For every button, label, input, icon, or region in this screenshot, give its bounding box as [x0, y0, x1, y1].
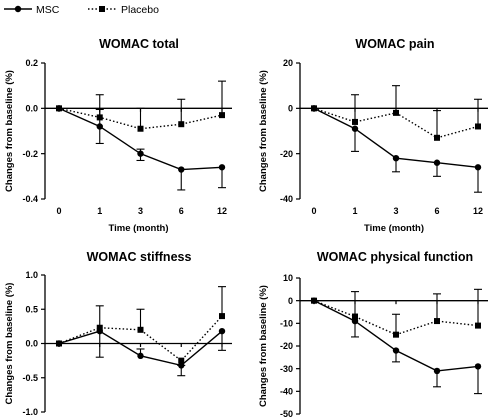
data-point	[392, 347, 400, 354]
data-point	[475, 123, 481, 130]
x-tick-label: 6	[434, 206, 439, 216]
x-tick-label: 6	[179, 206, 184, 216]
y-tick-label: -50	[280, 409, 293, 417]
data-point	[96, 114, 103, 121]
x-tick-label: 0	[56, 206, 61, 216]
y-tick-label: 0.2	[25, 58, 38, 68]
data-point	[137, 352, 144, 360]
y-tick-label: 10	[283, 273, 293, 283]
y-tick-label: -20	[280, 341, 293, 351]
x-tick-label: 12	[217, 206, 227, 216]
legend-item-placebo: Placebo	[88, 4, 159, 16]
x-tick-label: 12	[473, 206, 483, 216]
x-tick-label: 1	[97, 206, 102, 216]
y-tick-label: -30	[280, 364, 293, 374]
data-point	[434, 318, 440, 325]
data-point	[178, 166, 185, 173]
y-tick-label: -40	[280, 194, 293, 204]
data-point	[178, 121, 185, 128]
data-point	[434, 134, 440, 141]
data-point	[178, 357, 185, 364]
chart-title: WOMAC pain	[355, 37, 434, 51]
chart-title: WOMAC stiffness	[87, 250, 192, 264]
series-placebo	[56, 80, 226, 132]
y-tick-label: 0	[288, 104, 293, 114]
data-point	[392, 155, 400, 162]
legend-msc-label: MSC	[36, 4, 60, 16]
y-tick-label: -1.0	[22, 407, 38, 417]
data-point	[433, 159, 441, 166]
data-point	[393, 109, 399, 116]
data-point	[351, 125, 359, 132]
y-tick-label: 0.5	[25, 304, 38, 314]
data-point	[218, 164, 226, 171]
data-point	[219, 313, 225, 320]
x-tick-label: 1	[352, 206, 357, 216]
y-tick-label: -40	[280, 387, 293, 397]
series-msc	[310, 297, 482, 395]
data-point	[474, 363, 482, 370]
data-point	[433, 367, 441, 375]
y-tick-label: 1.0	[25, 270, 38, 280]
data-point	[96, 123, 103, 130]
series-placebo	[311, 85, 482, 141]
legend: MSC Placebo	[4, 4, 159, 16]
y-tick-label: 0.0	[25, 104, 38, 114]
series-placebo	[56, 286, 226, 366]
y-tick-label: -0.2	[22, 149, 38, 159]
data-point	[218, 327, 226, 335]
chart-panel-1: WOMAC total 0.2 0.0 -0.2 -0.4 0 1 3 6 12 Time (mon…	[4, 37, 232, 234]
y-axis-label: Changes from baseline (%)	[4, 283, 15, 405]
data-point	[393, 331, 399, 338]
data-point	[475, 322, 481, 329]
y-axis-label: Changes from baseline (%)	[258, 285, 269, 407]
chart-panel-4: WOMAC physical function 10 0 -10 -20 -30 -40 -5…	[258, 250, 488, 417]
series-line	[58, 330, 223, 367]
x-tick-label: 0	[311, 206, 316, 216]
legend-placebo-label: Placebo	[121, 4, 159, 16]
chart-panel-3: WOMAC stiffness 1.0 0.5 0.0 -0.5 -1.0 Changes …	[4, 250, 232, 417]
x-axis-label: Time (month)	[109, 223, 169, 234]
panels: WOMAC total 0.2 0.0 -0.2 -0.4 0 1 3 6 12 Time (mon…	[4, 37, 488, 417]
y-axis-label: Changes from baseline (%)	[4, 70, 15, 192]
y-tick-label: -10	[280, 319, 293, 329]
y-tick-label: 0	[288, 296, 293, 306]
series-msc	[55, 327, 226, 377]
data-point	[137, 125, 144, 132]
legend-msc-marker	[14, 5, 22, 13]
series-placebo	[311, 288, 482, 338]
y-axis-label: Changes from baseline (%)	[258, 70, 269, 192]
x-axis-label: Time (month)	[364, 223, 424, 234]
y-tick-label: 20	[283, 58, 293, 68]
x-tick-label: 3	[393, 206, 398, 216]
data-point	[137, 326, 144, 333]
data-point	[311, 297, 317, 304]
data-point	[352, 118, 358, 125]
data-point	[219, 112, 225, 119]
legend-placebo-marker	[99, 6, 105, 12]
data-point	[56, 105, 62, 112]
legend-item-msc: MSC	[4, 4, 60, 16]
y-tick-label: 0.0	[25, 339, 38, 349]
data-point	[56, 340, 62, 347]
chart-panel-2: WOMAC pain 20 0 -20 -40 0 1 3 6 12 Time (month) Cha…	[258, 37, 488, 234]
data-point	[96, 324, 103, 331]
data-point	[352, 313, 358, 320]
series-line	[58, 315, 223, 362]
y-tick-label: -0.4	[22, 194, 38, 204]
data-point	[311, 105, 317, 112]
chart-title: WOMAC physical function	[317, 250, 473, 264]
y-tick-label: -0.5	[22, 373, 38, 383]
series-line	[313, 300, 479, 336]
data-point	[137, 150, 144, 157]
chart-title: WOMAC total	[99, 37, 179, 51]
series-msc	[310, 105, 482, 193]
x-tick-label: 3	[138, 206, 143, 216]
y-tick-label: -20	[280, 149, 293, 159]
data-point	[474, 164, 482, 171]
